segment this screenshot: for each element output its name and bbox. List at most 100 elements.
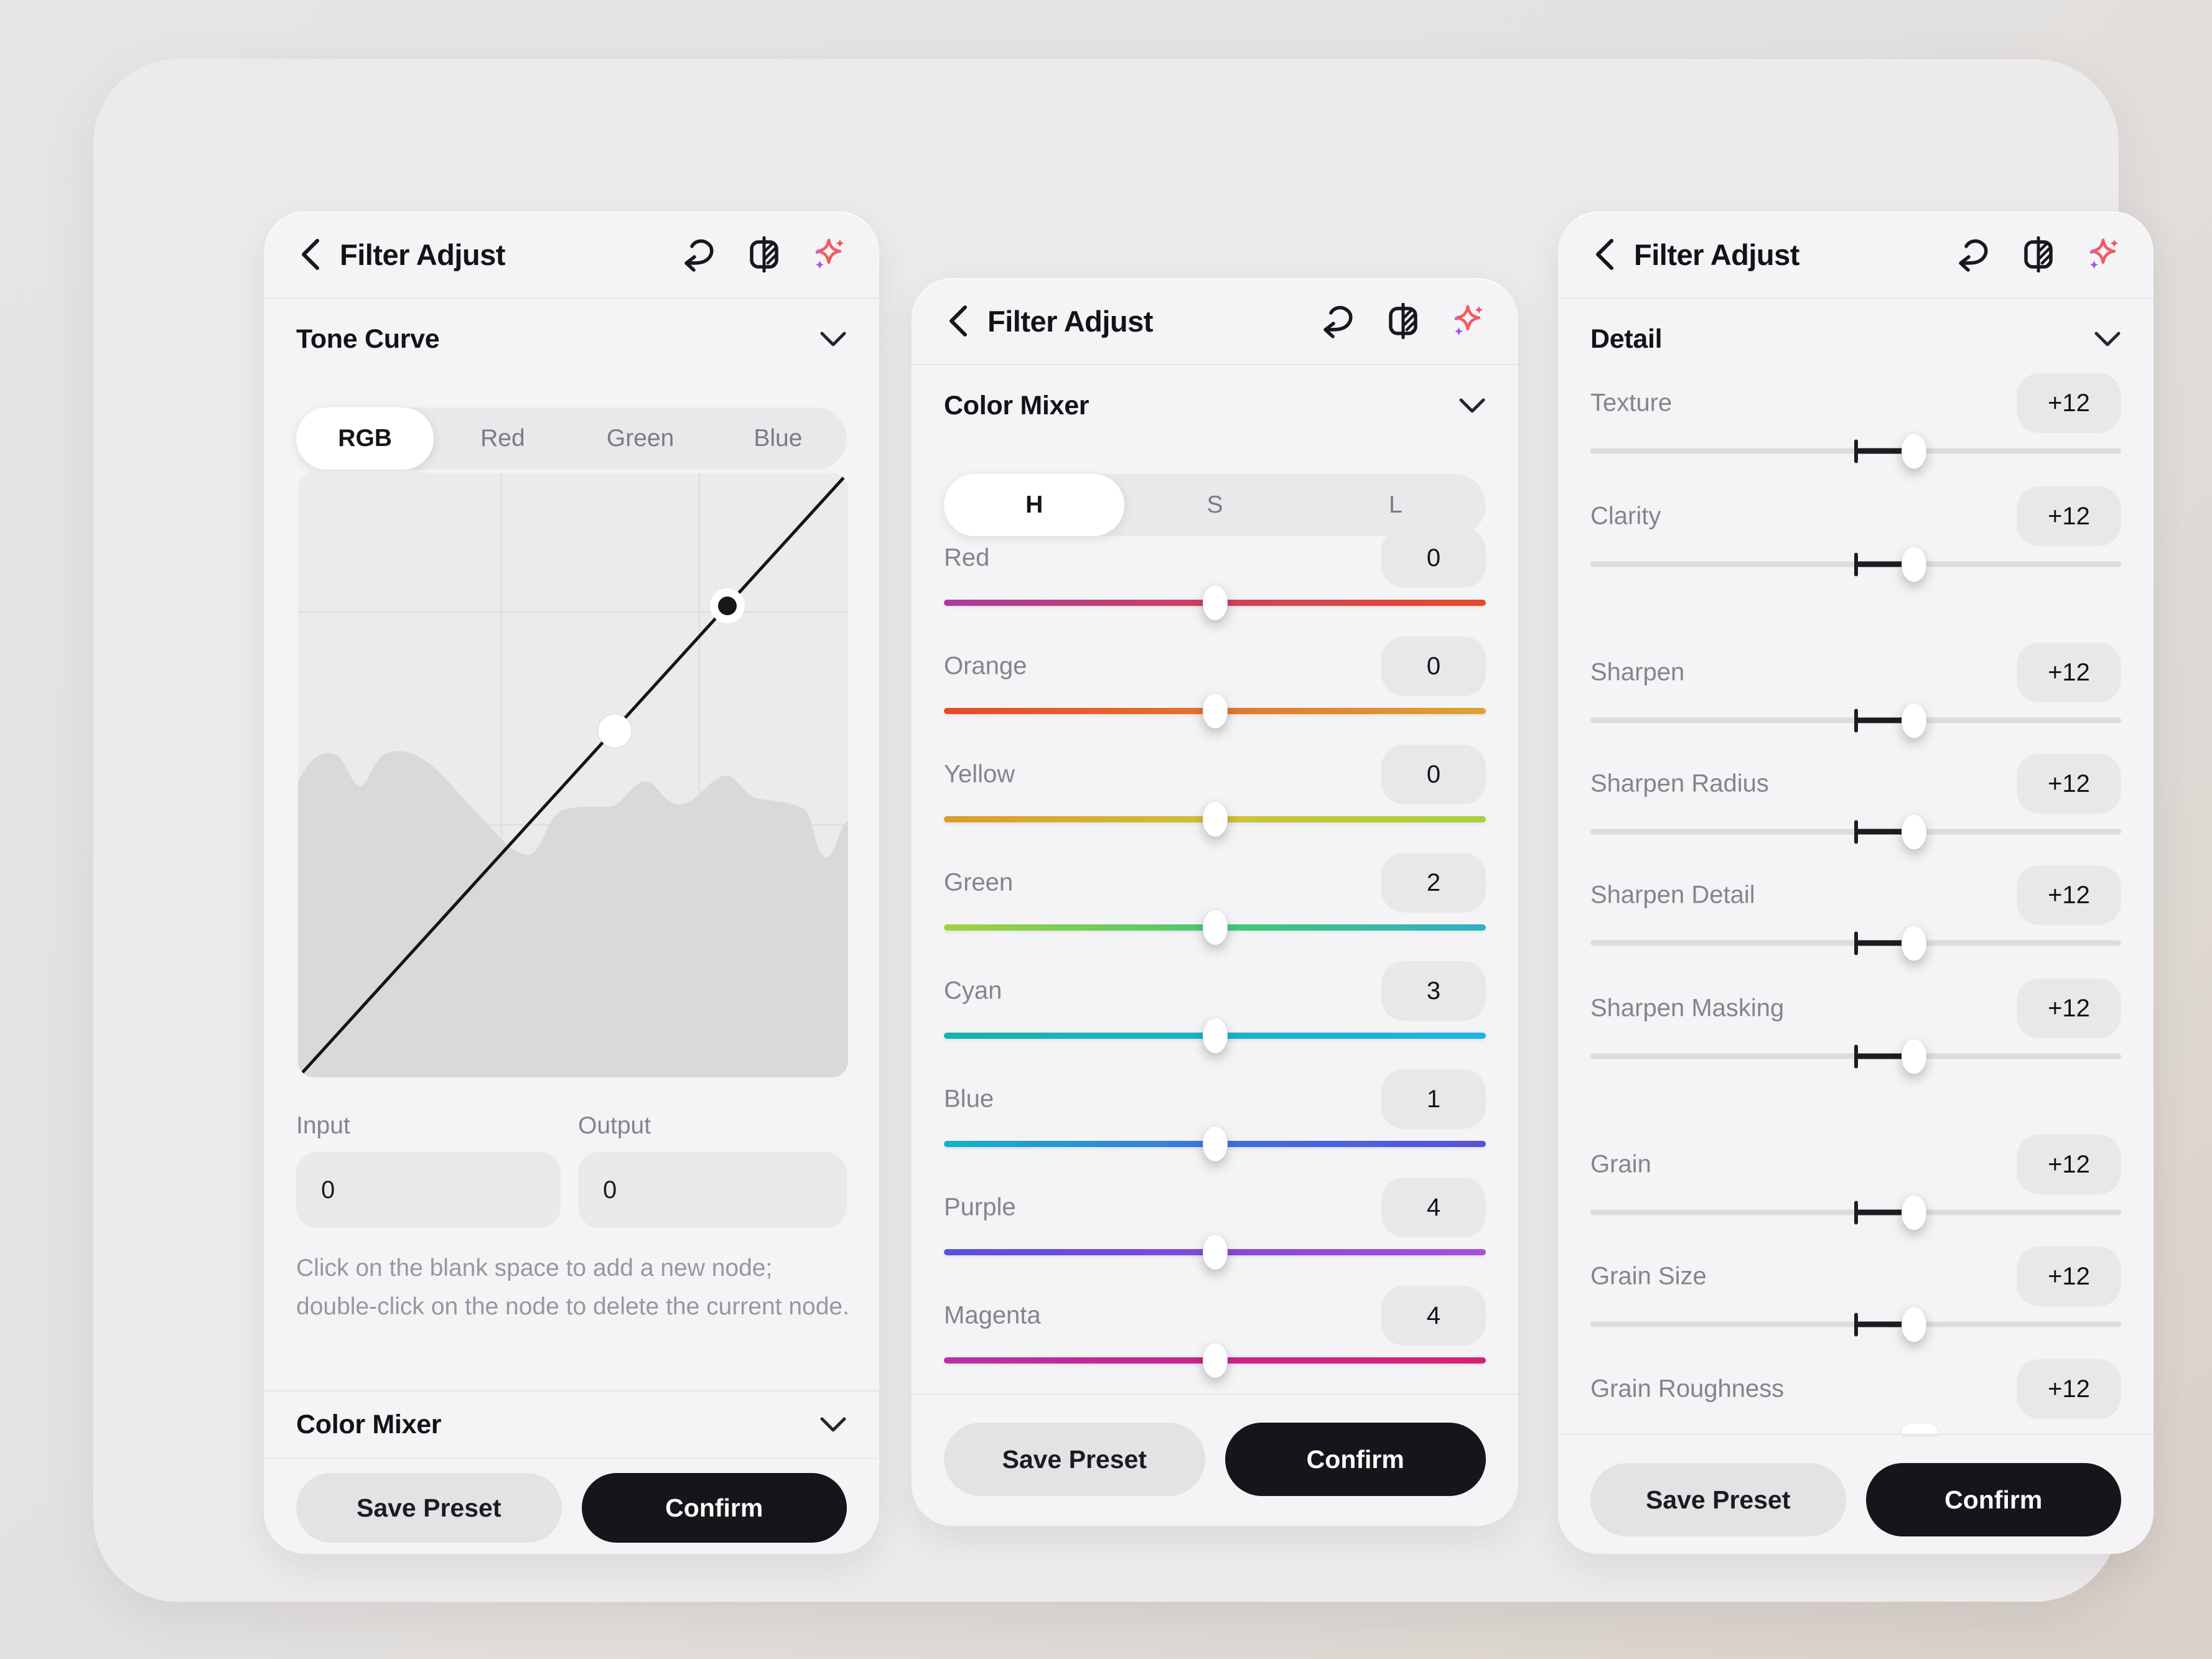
detail-section-header[interactable]: Detail — [1590, 305, 2121, 373]
page-title: Filter Adjust — [987, 304, 1153, 338]
slider-label: Cyan — [944, 977, 1002, 1005]
slider-handle[interactable] — [1902, 1424, 1938, 1434]
save-preset-button[interactable]: Save Preset — [1590, 1463, 1846, 1536]
slider-value: +12 — [2017, 373, 2121, 433]
ai-sparkle-icon[interactable] — [1450, 303, 1486, 339]
slider-value: 4 — [1381, 1286, 1486, 1345]
chevron-down-icon — [819, 1415, 847, 1434]
slider-handle[interactable] — [1902, 703, 1927, 738]
hue-slider-red[interactable] — [944, 585, 1486, 620]
slider-value: +12 — [2017, 754, 2121, 814]
tab-saturation[interactable]: S — [1206, 491, 1223, 518]
hue-slider-purple[interactable] — [944, 1235, 1486, 1270]
before-after-compare-icon[interactable] — [2020, 236, 2056, 272]
slider-value: +12 — [2017, 1359, 2121, 1419]
slider-handle[interactable] — [1902, 1195, 1927, 1230]
curve-node-white[interactable] — [597, 713, 632, 748]
page-title: Filter Adjust — [340, 238, 505, 271]
slider-label: Grain Size — [1590, 1262, 1707, 1290]
sharpen-slider[interactable] — [1590, 703, 2121, 738]
color-mixer-section-header[interactable]: Color Mixer — [944, 371, 1486, 440]
undo-reset-icon[interactable] — [681, 236, 717, 272]
tab-red[interactable]: Red — [480, 425, 525, 452]
slider-handle[interactable] — [1902, 814, 1927, 849]
hsl-tab-group: H S L — [944, 474, 1486, 536]
slider-value: +12 — [2017, 865, 2121, 925]
output-field[interactable]: 0 — [578, 1152, 847, 1228]
slider-value: 2 — [1381, 853, 1486, 913]
before-after-compare-icon[interactable] — [1385, 303, 1421, 339]
hue-slider-blue[interactable] — [944, 1127, 1486, 1161]
tab-green[interactable]: Green — [606, 425, 674, 452]
undo-reset-icon[interactable] — [1956, 236, 1992, 272]
curve-help-text: Click on the blank space to add a new no… — [296, 1255, 849, 1320]
sharpen-radius-slider[interactable] — [1590, 814, 2121, 849]
slider-handle[interactable] — [1202, 1235, 1228, 1270]
slider-value: 0 — [1381, 636, 1486, 696]
confirm-button[interactable]: Confirm — [1225, 1423, 1486, 1496]
grain-size-slider[interactable] — [1590, 1307, 2121, 1342]
slider-handle[interactable] — [1902, 434, 1927, 468]
save-preset-button[interactable]: Save Preset — [944, 1423, 1205, 1496]
slider-handle[interactable] — [1202, 1018, 1228, 1053]
before-after-compare-icon[interactable] — [746, 236, 782, 272]
slider-handle[interactable] — [1202, 910, 1228, 945]
slider-label: Orange — [944, 652, 1027, 680]
section-title: Color Mixer — [296, 1409, 442, 1439]
slider-handle[interactable] — [1202, 585, 1228, 620]
panel-header: Filter Adjust — [1558, 211, 2154, 299]
ai-sparkle-icon[interactable] — [811, 236, 847, 272]
back-icon[interactable] — [1590, 237, 1625, 272]
slider-handle[interactable] — [1202, 694, 1228, 728]
confirm-button[interactable]: Confirm — [581, 1473, 847, 1543]
slider-value: +12 — [2017, 978, 2121, 1038]
input-field[interactable]: 0 — [296, 1152, 561, 1228]
chevron-down-icon — [1458, 396, 1486, 415]
tab-luminance[interactable]: L — [1388, 491, 1402, 518]
clarity-slider[interactable] — [1590, 547, 2121, 582]
filter-adjust-panel-tone-curve: Filter Adjust Tone Curve RGB Red Green B… — [264, 211, 879, 1554]
slider-label: Sharpen — [1590, 658, 1685, 686]
color-mixer-collapsed-header[interactable]: Color Mixer — [296, 1392, 847, 1457]
texture-slider[interactable] — [1590, 434, 2121, 468]
slider-value: +12 — [2017, 486, 2121, 546]
hue-slider-green[interactable] — [944, 910, 1486, 945]
slider-value: 0 — [1381, 745, 1486, 804]
slider-value: 1 — [1381, 1069, 1486, 1129]
hue-slider-yellow[interactable] — [944, 802, 1486, 837]
slider-handle[interactable] — [1202, 1343, 1228, 1378]
slider-value: 3 — [1381, 961, 1486, 1021]
back-icon[interactable] — [296, 237, 331, 272]
save-preset-button[interactable]: Save Preset — [296, 1473, 562, 1543]
section-title: Detail — [1590, 323, 1663, 354]
slider-handle[interactable] — [1902, 1307, 1927, 1342]
slider-label: Magenta — [944, 1301, 1041, 1329]
slider-handle[interactable] — [1202, 802, 1228, 837]
tone-curve-graph[interactable] — [298, 473, 848, 1077]
page-title: Filter Adjust — [1634, 238, 1799, 271]
slider-value: 0 — [1381, 528, 1486, 588]
undo-reset-icon[interactable] — [1320, 303, 1356, 339]
tone-curve-section-header[interactable]: Tone Curve — [296, 305, 847, 373]
tab-hue[interactable]: H — [944, 474, 1125, 536]
hue-slider-orange[interactable] — [944, 694, 1486, 728]
slider-handle[interactable] — [1902, 926, 1927, 960]
slider-label: Sharpen Radius — [1590, 769, 1769, 797]
curve-node-selected[interactable] — [710, 588, 745, 623]
back-icon[interactable] — [944, 304, 979, 338]
canvas-stage: Filter Adjust Tone Curve RGB Red Green B… — [93, 59, 2154, 1602]
sharpen-detail-slider[interactable] — [1590, 926, 2121, 960]
confirm-button[interactable]: Confirm — [1865, 1463, 2121, 1536]
slider-label: Grain Roughness — [1590, 1375, 1785, 1403]
sharpen-masking-slider[interactable] — [1590, 1039, 2121, 1074]
hue-slider-magenta[interactable] — [944, 1343, 1486, 1378]
ai-sparkle-icon[interactable] — [2085, 236, 2121, 272]
slider-handle[interactable] — [1202, 1127, 1228, 1161]
slider-label: Purple — [944, 1193, 1016, 1221]
tab-rgb[interactable]: RGB — [296, 407, 434, 470]
tab-blue[interactable]: Blue — [754, 425, 803, 452]
hue-slider-cyan[interactable] — [944, 1018, 1486, 1053]
slider-handle[interactable] — [1902, 1039, 1927, 1074]
slider-handle[interactable] — [1902, 547, 1927, 582]
grain-slider[interactable] — [1590, 1195, 2121, 1230]
